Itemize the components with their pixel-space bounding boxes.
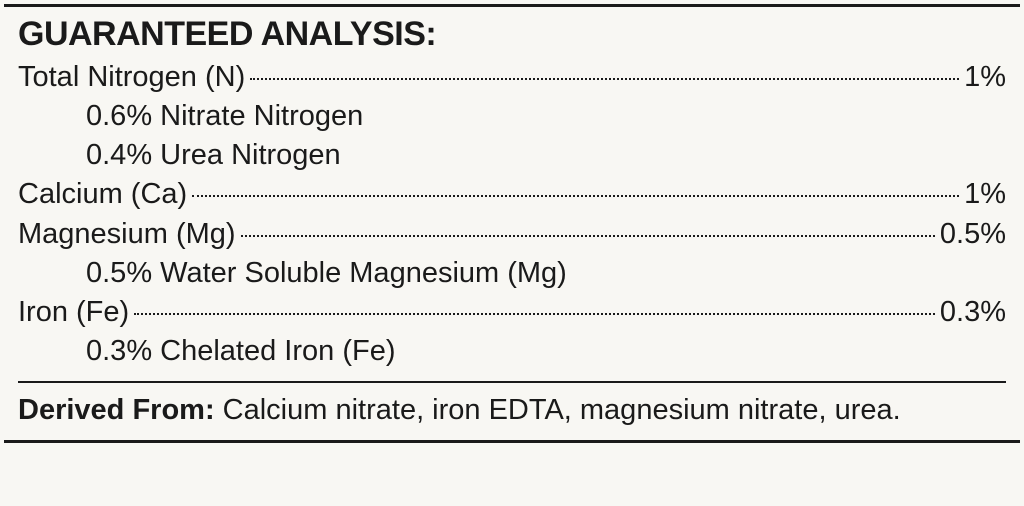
guaranteed-analysis-panel: GUARANTEED ANALYSIS: Total Nitrogen (N) … bbox=[4, 4, 1020, 443]
nutrient-sub: 0.5% Water Soluble Magnesium (Mg) bbox=[18, 254, 1006, 293]
nutrient-row: Calcium (Ca) 1% bbox=[18, 175, 1006, 214]
derived-from-text: Calcium nitrate, iron EDTA, magnesium ni… bbox=[215, 394, 901, 426]
panel-title: GUARANTEED ANALYSIS: bbox=[18, 15, 1006, 54]
nutrient-label: Iron (Fe) bbox=[18, 293, 132, 332]
nutrient-sub: 0.3% Chelated Iron (Fe) bbox=[18, 332, 1006, 371]
nutrient-value: 0.5% bbox=[937, 215, 1006, 254]
nutrient-row: Magnesium (Mg) 0.5% bbox=[18, 215, 1006, 254]
nutrient-sub: 0.4% Urea Nitrogen bbox=[18, 136, 1006, 175]
nutrient-label: Magnesium (Mg) bbox=[18, 215, 239, 254]
nutrient-list: Total Nitrogen (N) 1% 0.6% Nitrate Nitro… bbox=[18, 58, 1006, 371]
derived-from: Derived From: Calcium nitrate, iron EDTA… bbox=[18, 391, 1006, 430]
nutrient-sub: 0.6% Nitrate Nitrogen bbox=[18, 97, 1006, 136]
dot-leader bbox=[192, 195, 959, 197]
dot-leader bbox=[241, 235, 935, 237]
nutrient-row: Iron (Fe) 0.3% bbox=[18, 293, 1006, 332]
dot-leader bbox=[250, 78, 959, 80]
nutrient-value: 0.3% bbox=[937, 293, 1006, 332]
nutrient-label: Total Nitrogen (N) bbox=[18, 58, 248, 97]
nutrient-label: Calcium (Ca) bbox=[18, 175, 190, 214]
nutrient-row: Total Nitrogen (N) 1% bbox=[18, 58, 1006, 97]
derived-from-label: Derived From: bbox=[18, 394, 215, 426]
nutrient-value: 1% bbox=[961, 175, 1006, 214]
dot-leader bbox=[134, 313, 935, 315]
nutrient-value: 1% bbox=[961, 58, 1006, 97]
section-divider bbox=[18, 381, 1006, 383]
